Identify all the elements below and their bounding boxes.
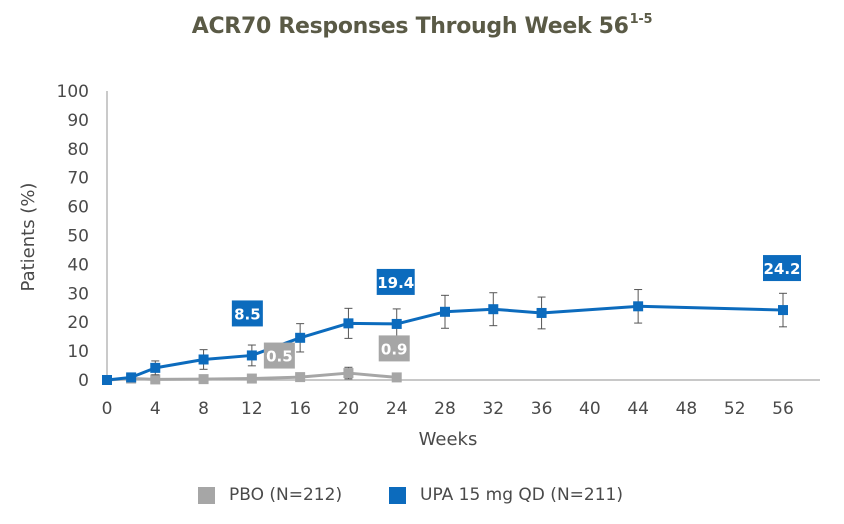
data-label-box-upa [231,300,263,327]
data-point-upa [440,306,450,317]
data-point-upa [150,362,161,373]
series-layer [102,289,788,385]
data-point-upa [778,305,788,316]
x-tick-label: 56 [772,399,794,419]
x-tick-label: 32 [482,399,504,419]
x-tick-label: 44 [627,399,649,419]
data-point-pbo [150,374,161,385]
data-point-pbo [391,372,402,383]
data-label-layer: 0.5 0.9 8.5 19.4 24.2 [231,255,801,369]
legend-swatch-upa [389,486,406,504]
data-label-upa: 8.5 [234,305,261,323]
legend-label-upa: UPA 15 mg QD (N=211) [420,485,623,505]
axes [106,91,820,381]
y-tick-labels: 0 10 20 30 40 50 60 70 80 90 100 [57,82,89,391]
y-tick-label: 60 [67,198,89,218]
data-point-pbo [198,374,209,385]
y-tick-label: 90 [67,111,89,131]
x-tick-label: 20 [338,399,360,419]
x-tick-label: 4 [150,399,161,419]
data-point-upa [488,304,499,315]
data-label-box-pbo [378,335,410,362]
x-tick-label: 52 [724,399,746,419]
data-point-upa [246,350,257,361]
y-tick-label: 0 [78,371,89,391]
chart-title-superscript: 1-5 [629,12,653,27]
data-label-box-upa [763,255,801,282]
legend-item-pbo: PBO (N=212) [198,485,342,505]
legend-item-upa: UPA 15 mg QD (N=211) [389,485,623,505]
data-point-pbo [295,372,306,383]
x-tick-label: 8 [198,399,209,419]
data-label-upa: 24.2 [763,260,800,278]
data-point-upa [102,375,112,385]
data-point-pbo [343,368,354,379]
series-upa [102,289,788,385]
legend: PBO (N=212) UPA 15 mg QD (N=211) [0,485,844,513]
data-label-pbo: 0.5 [266,348,293,366]
data-point-upa [126,372,137,383]
chart-title: ACR70 Responses Through Week 561-5 [0,12,844,39]
data-point-pbo [246,373,257,384]
y-tick-label: 80 [67,140,89,160]
y-tick-label: 20 [67,313,89,333]
y-axis-label: Patients (%) [18,183,39,292]
data-label-box-upa [376,268,415,295]
x-tick-label: 16 [289,399,311,419]
y-tick-label: 100 [57,82,89,102]
legend-label-pbo: PBO (N=212) [229,485,343,505]
x-tick-label: 24 [386,399,408,419]
x-tick-label: 40 [579,399,601,419]
y-tick-label: 40 [67,255,89,275]
data-label-upa: 19.4 [377,274,414,292]
x-tick-labels: 0 4 8 12 16 20 24 28 32 36 40 44 48 52 56 [102,399,794,419]
y-tick-label: 50 [67,227,89,247]
x-axis-label: Weeks [419,429,478,450]
x-tick-label: 12 [241,399,263,419]
chart-title-text: ACR70 Responses Through Week 56 [191,14,629,39]
y-tick-label: 30 [67,284,89,304]
data-label-pbo: 0.9 [381,340,408,358]
y-tick-label: 10 [67,342,89,362]
data-point-upa [295,332,306,343]
x-tick-label: 0 [102,399,113,419]
data-point-upa [633,301,644,312]
data-point-upa [198,354,209,365]
legend-swatch-pbo [198,486,215,504]
data-point-upa [343,318,354,329]
x-tick-label: 36 [531,399,553,419]
data-point-upa [391,318,402,329]
x-tick-label: 48 [676,399,698,419]
x-tick-label: 28 [434,399,456,419]
y-tick-label: 70 [67,169,89,189]
data-point-upa [536,307,547,318]
data-label-box-pbo [263,342,295,369]
